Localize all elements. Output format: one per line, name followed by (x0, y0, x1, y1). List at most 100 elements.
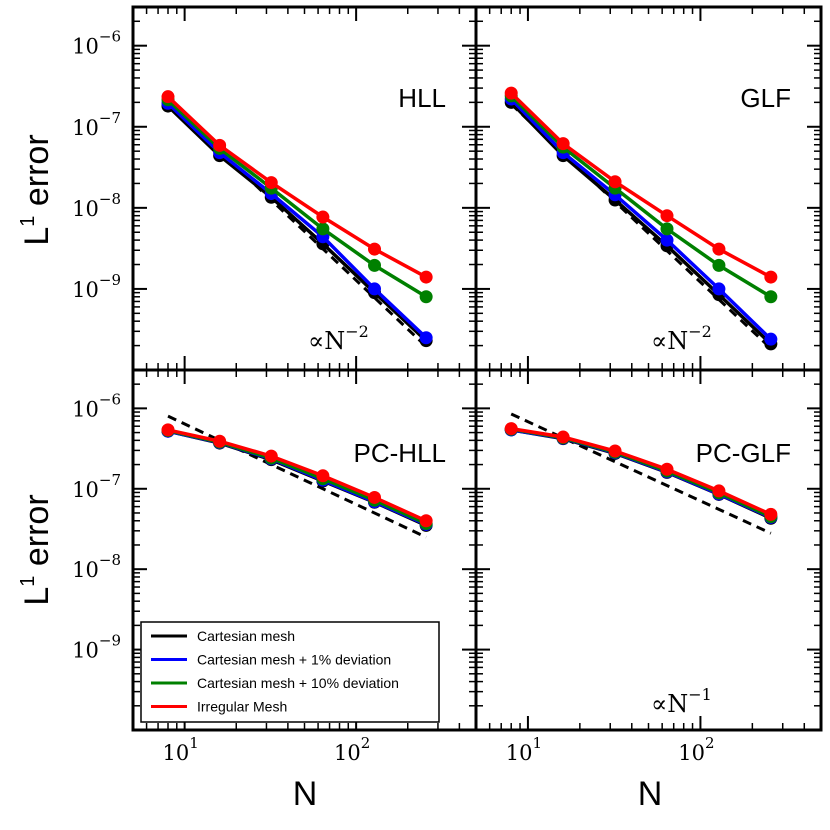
x-tick-label: 101 (162, 734, 198, 765)
series-point-3 (419, 270, 433, 284)
series-line-3 (166, 95, 427, 279)
panel-title: PC-GLF (696, 438, 791, 468)
series-point-3 (764, 270, 778, 284)
series-point-3 (161, 423, 175, 437)
legend-label: Cartesian mesh + 1% deviation (197, 652, 391, 668)
slope-annotation: ∝N−2 (651, 322, 712, 355)
y-tick-label-exp: −8 (99, 551, 121, 569)
series-point-1 (660, 233, 674, 247)
y-tick-label-exp: −7 (99, 471, 121, 489)
y-axis-label-bottom-rest: error (18, 494, 56, 575)
x-tick-label-exp: 1 (533, 734, 543, 752)
slope-annotation-exp: −2 (345, 322, 369, 341)
series-line-2 (166, 98, 428, 299)
series-point-2 (660, 222, 674, 236)
series-point-2 (368, 258, 382, 272)
series-point-3 (660, 462, 674, 476)
series-point-3 (608, 444, 622, 458)
series-point-1 (712, 282, 726, 296)
series-point-3 (316, 469, 330, 483)
y-tick-label-base: 10 (72, 397, 99, 421)
series-line-1 (509, 97, 773, 341)
panel-pc-glf: PC-GLF ∝N−1 (475, 369, 822, 731)
y-axis-label-bottom-sup: 1 (17, 576, 39, 587)
series-point-1 (419, 331, 433, 345)
y-tick-label-base: 10 (72, 35, 99, 59)
x-tick-label-base: 10 (334, 741, 361, 765)
slope-annotation-exp: −1 (688, 685, 712, 704)
y-axis-label-bottom: L1 error (17, 494, 56, 605)
slope-annotation: ∝N−2 (308, 322, 369, 355)
series-line-3 (510, 426, 772, 516)
y-tick-label: 10−7 (72, 471, 121, 502)
series-point-3 (608, 175, 622, 189)
series-point-3 (712, 484, 726, 498)
series-point-3 (368, 242, 382, 256)
y-tick-label-exp: −9 (99, 632, 121, 650)
slope-annotation-base: ∝N (308, 327, 345, 355)
y-tick-label: 10−6 (72, 28, 121, 59)
x-tick-label: 102 (334, 734, 370, 765)
x-tick-label-exp: 2 (361, 734, 371, 752)
legend: Cartesian mesh Cartesian mesh + 1% deviat… (140, 621, 440, 723)
panel-title: HLL (398, 83, 446, 113)
y-tick-label: 10−7 (72, 109, 121, 140)
series-point-3 (368, 490, 382, 504)
legend-label: Irregular Mesh (197, 699, 287, 715)
y-axis-label-top-sup: 1 (17, 216, 39, 227)
panel-hll: HLL ∝N−2 (132, 6, 477, 371)
y-tick-label-base: 10 (72, 197, 99, 221)
slope-annotation-base: ∝N (651, 690, 688, 718)
y-tick-label-exp: −8 (99, 190, 121, 208)
y-tick-label-exp: −6 (99, 390, 121, 408)
series-point-3 (504, 86, 518, 100)
slope-annotation: ∝N−1 (651, 685, 712, 718)
y-tick-label-exp: −9 (99, 271, 121, 289)
y-tick-label-base: 10 (72, 278, 99, 302)
panel-data (161, 414, 433, 539)
legend-box (140, 621, 440, 723)
series-point-3 (161, 90, 175, 104)
panel-data (504, 412, 778, 535)
panel-data (161, 90, 433, 348)
y-axis-label-top-base: L (18, 227, 56, 246)
slope-annotation-base: ∝N (651, 327, 688, 355)
axis-labels: N N L1 error L1 error (17, 134, 662, 813)
series-line-0 (509, 101, 773, 346)
series-point-3 (264, 176, 278, 190)
series-point-3 (264, 449, 278, 463)
y-tick-label: 10−8 (72, 190, 121, 221)
y-tick-label-base: 10 (72, 116, 99, 140)
y-tick-label-base: 10 (72, 639, 99, 663)
y-tick-label: 10−9 (72, 271, 121, 302)
series-point-2 (712, 258, 726, 272)
panel-frame (474, 368, 823, 732)
series-point-3 (504, 422, 518, 436)
x-axis-label-left: N (293, 775, 318, 813)
series-point-3 (419, 514, 433, 528)
x-tick-label-base: 10 (162, 741, 189, 765)
panel-title: GLF (740, 83, 791, 113)
x-tick-label-base: 10 (506, 741, 533, 765)
reference-slope-line (167, 414, 427, 539)
y-axis-label-top-rest: error (18, 134, 56, 215)
panel-data (504, 86, 778, 351)
series-line-2 (509, 94, 772, 299)
series-point-1 (764, 332, 778, 346)
x-tick-label-exp: 1 (189, 734, 199, 752)
slope-annotation-exp: −2 (688, 322, 712, 341)
series-line-1 (166, 101, 428, 339)
y-tick-label: 10−8 (72, 551, 121, 582)
series-point-3 (712, 242, 726, 256)
y-tick-label-exp: −6 (99, 28, 121, 46)
series-point-2 (316, 222, 330, 236)
series-point-3 (213, 138, 227, 152)
y-tick-label: 10−9 (72, 632, 121, 663)
panel-title: PC-HLL (354, 438, 446, 468)
y-tick-label-base: 10 (72, 558, 99, 582)
series-line-0 (166, 104, 428, 342)
series-point-3 (316, 210, 330, 224)
panel-frames (131, 5, 823, 732)
y-axis-label-top: L1 error (17, 134, 56, 245)
series-point-2 (419, 290, 433, 304)
